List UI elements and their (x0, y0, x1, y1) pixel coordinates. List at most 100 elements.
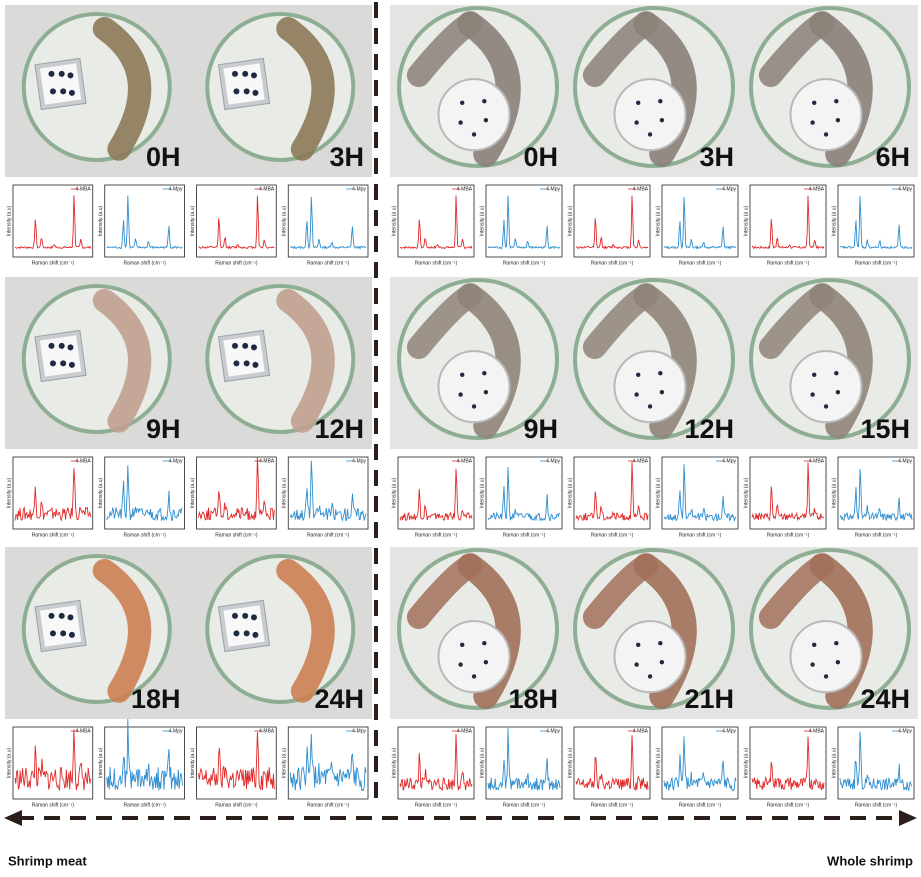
disc-substrate (439, 79, 510, 150)
time-label: 12H (684, 414, 734, 444)
sample-spot (810, 662, 814, 666)
sample-spot (233, 88, 239, 94)
sample-spot (836, 390, 840, 394)
x-axis-label: Raman shift (cm⁻¹) (679, 532, 722, 538)
sample-spot (67, 72, 73, 78)
time-label: 3H (329, 142, 364, 172)
sample-spot (60, 360, 66, 366)
spectrum-frame (288, 457, 368, 529)
sample-spot (812, 101, 816, 105)
sample-spot (244, 360, 250, 366)
sample-spot (648, 404, 652, 408)
spectrum-frame (486, 185, 562, 257)
x-axis-label: Raman shift (cm⁻¹) (855, 532, 898, 538)
sample-spot (824, 404, 828, 408)
sample-spot (251, 344, 257, 350)
sample-spot (824, 132, 828, 136)
x-axis-label: Raman shift (cm⁻¹) (415, 802, 458, 808)
sample-spot (484, 660, 488, 664)
sample-spot (482, 371, 486, 375)
sample-spot (810, 120, 814, 124)
x-axis-label: Raman shift (cm⁻¹) (679, 260, 722, 266)
legend-label: 4-MBA (457, 728, 473, 734)
sample-spot (472, 132, 476, 136)
legend-label: 4-Mpy (169, 728, 183, 734)
x-axis-label: Raman shift (cm⁻¹) (767, 532, 810, 538)
legend-label: 4-MBA (75, 458, 91, 464)
disc-substrate (615, 621, 686, 692)
y-axis-label: Intensity (a.u) (655, 206, 661, 237)
disc-substrate (439, 621, 510, 692)
x-axis-label: Raman shift (cm⁻¹) (503, 802, 546, 808)
x-axis-label: Raman shift (cm⁻¹) (503, 260, 546, 266)
sample-spot (60, 630, 66, 636)
sample-spot (648, 132, 652, 136)
sample-spot (636, 643, 640, 647)
legend-label: 4-Mpy (546, 728, 560, 734)
legend-label: 4-MBA (259, 728, 275, 734)
x-axis-label: Raman shift (cm⁻¹) (307, 532, 350, 538)
spectrum-frame (197, 457, 277, 529)
spectrum-frame (398, 727, 474, 799)
time-label: 12H (314, 414, 364, 444)
sample-spot (636, 101, 640, 105)
x-axis-label: Raman shift (cm⁻¹) (215, 532, 258, 538)
y-axis-label: Intensity (a.u) (567, 206, 573, 237)
x-axis-label: Raman shift (cm⁻¹) (767, 260, 810, 266)
sample-spot (59, 71, 65, 77)
sample-spot (458, 662, 462, 666)
x-axis-label: Raman shift (cm⁻¹) (123, 802, 166, 808)
legend-label: 4-MBA (75, 186, 91, 192)
y-axis-label: Intensity (a.u) (655, 478, 661, 509)
sample-spot (458, 120, 462, 124)
disc-substrate (791, 79, 862, 150)
y-axis-label: Intensity (a.u) (567, 478, 573, 509)
paper-substrate (40, 63, 81, 104)
sample-spot (69, 362, 75, 368)
sample-spot (59, 613, 65, 619)
legend-label: 4-Mpy (898, 186, 912, 192)
y-axis-label: Intensity (a.u) (831, 206, 837, 237)
sample-spot (48, 613, 54, 619)
x-axis-label: Raman shift (cm⁻¹) (415, 532, 458, 538)
sample-spot (252, 362, 258, 368)
time-label: 18H (508, 684, 558, 714)
sample-spot (67, 614, 73, 620)
y-axis-label: Intensity (a.u) (743, 478, 749, 509)
sample-spot (834, 371, 838, 375)
time-label: 18H (131, 684, 181, 714)
paper-substrate (40, 335, 81, 376)
legend-label: 4-Mpy (898, 458, 912, 464)
sample-spot (836, 118, 840, 122)
time-label: 0H (523, 142, 558, 172)
legend-label: 4-MBA (259, 186, 275, 192)
sample-spot (252, 90, 258, 96)
sample-spot (482, 641, 486, 645)
x-axis-label: Raman shift (cm⁻¹) (855, 260, 898, 266)
sample-spot (233, 360, 239, 366)
y-axis-label: Intensity (a.u) (831, 748, 837, 779)
sample-spot (252, 632, 258, 638)
paper-substrate (223, 335, 264, 376)
legend-label: 4-MBA (457, 458, 473, 464)
x-axis-label: Raman shift (cm⁻¹) (591, 532, 634, 538)
x-axis-label: Raman shift (cm⁻¹) (415, 260, 458, 266)
y-axis-label: Intensity (a.u) (6, 748, 12, 779)
sample-spot (460, 101, 464, 105)
y-axis-label: Intensity (a.u) (391, 748, 397, 779)
legend-label: 4-Mpy (898, 728, 912, 734)
x-axis-label: Raman shift (cm⁻¹) (32, 260, 75, 266)
x-axis-label: Raman shift (cm⁻¹) (215, 260, 258, 266)
y-axis-label: Intensity (a.u) (479, 206, 485, 237)
time-label: 3H (699, 142, 734, 172)
x-axis-label: Raman shift (cm⁻¹) (307, 260, 350, 266)
sample-spot (460, 373, 464, 377)
y-axis-label: Intensity (a.u) (655, 748, 661, 779)
legend-label: 4-MBA (633, 728, 649, 734)
x-axis-label: Raman shift (cm⁻¹) (679, 802, 722, 808)
legend-label: 4-MBA (809, 186, 825, 192)
x-axis-label: Raman shift (cm⁻¹) (123, 260, 166, 266)
x-axis-label: Raman shift (cm⁻¹) (591, 802, 634, 808)
sample-spot (812, 643, 816, 647)
spectrum-frame (105, 185, 185, 257)
